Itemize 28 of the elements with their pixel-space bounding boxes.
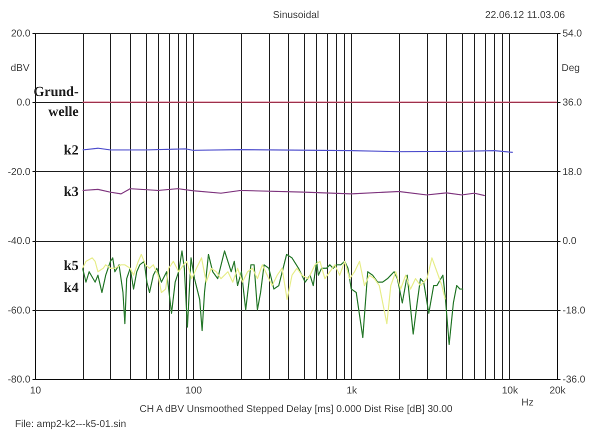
- y-tick-label: -40.0: [8, 236, 31, 248]
- y2-tick-label: 18.0: [562, 166, 582, 178]
- series-label: k5: [64, 259, 79, 274]
- series-label: k2: [64, 143, 79, 158]
- series-label: k3: [64, 185, 79, 200]
- y-tick-label: 0.0: [16, 98, 31, 109]
- text: File: amp2-k2---k5-01.sin: [15, 419, 126, 430]
- chart-title: Sinusoidal: [272, 10, 320, 21]
- y-tick-label: 20.0: [11, 28, 31, 40]
- x-tick-label: 1k: [346, 386, 358, 396]
- x-tick-label: 10k: [502, 386, 519, 396]
- series-label: k4: [64, 281, 79, 296]
- y-tick-label: -80.0: [8, 374, 31, 386]
- y2-tick-label: 54.0: [562, 28, 582, 40]
- text: CH A dBV Unsmoothed Stepped Delay [ms] 0.000 Dist Rise [dB] 30.00: [140, 404, 453, 415]
- y-tick-label: -20.0: [8, 166, 31, 178]
- y2-tick-label: 0.0: [562, 236, 577, 248]
- x-axis-title: Hz: [521, 398, 534, 408]
- x-tick-label: 100: [185, 386, 202, 396]
- y2-axis-title: Deg: [562, 63, 580, 74]
- x-tick-label: 20k: [549, 386, 567, 396]
- y2-tick-label: 36.0: [562, 98, 582, 109]
- x-tick-label: 10: [30, 386, 42, 396]
- text: 22.06.12 11.03.06: [485, 10, 566, 21]
- y2-tick-label: -18.0: [562, 305, 586, 316]
- y2-tick-label: -36.0: [562, 374, 586, 386]
- y-tick-label: -60.0: [8, 305, 31, 316]
- y-axis-title: dBV: [10, 63, 30, 74]
